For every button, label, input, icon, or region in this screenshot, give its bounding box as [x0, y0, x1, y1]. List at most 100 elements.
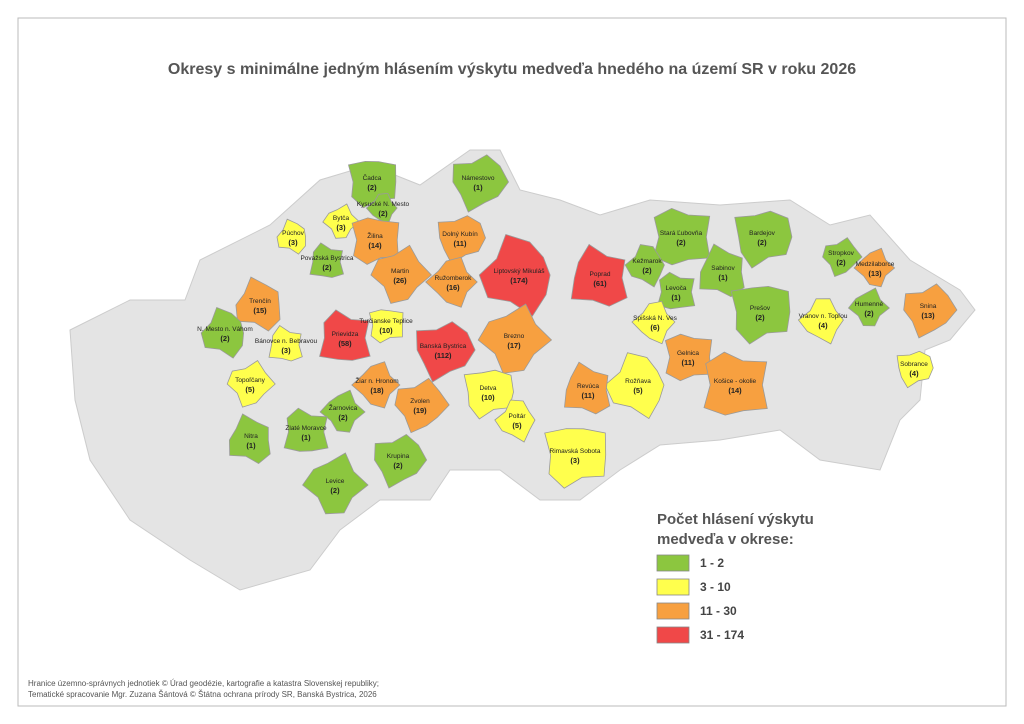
district-count: (11)	[454, 239, 467, 248]
district-area	[730, 285, 791, 345]
district-area	[847, 287, 890, 327]
district-count: (5)	[512, 421, 522, 430]
district-area	[302, 452, 369, 515]
district-count: (10)	[379, 326, 393, 335]
district-count: (1)	[473, 183, 483, 192]
district-area	[309, 242, 344, 278]
district-count: (2)	[836, 258, 846, 267]
district-area	[494, 399, 536, 443]
district-count: (5)	[245, 385, 255, 394]
district-area	[394, 377, 450, 434]
district-area	[624, 244, 665, 288]
district-name: Púchov	[282, 230, 304, 237]
district-area	[351, 361, 401, 409]
district-name: Levice	[326, 478, 345, 485]
district-count: (1)	[246, 441, 256, 450]
legend-swatch	[656, 602, 690, 620]
district-name: Humenné	[855, 301, 884, 308]
district-name: Kysucké N. Mesto	[357, 201, 410, 208]
district-area	[822, 237, 863, 278]
district-count: (18)	[370, 386, 384, 395]
district-area	[564, 361, 611, 415]
district-count: (14)	[728, 386, 742, 395]
district-area	[896, 350, 934, 389]
district-name: Zvolen	[410, 398, 430, 405]
district-name: Bánovce n. Bebravou	[255, 338, 318, 345]
district-name: Prešov	[750, 305, 771, 312]
district-name: Detva	[480, 385, 497, 392]
district-name: Medzilaborce	[856, 261, 895, 268]
district-name: Brezno	[504, 333, 525, 340]
district-name: Zlaté Moravce	[285, 425, 327, 432]
district-name: Čadca	[363, 173, 382, 182]
district-name: Kežmarok	[632, 258, 662, 265]
map-title: Okresy s minimálne jedným hlásením výsky…	[168, 61, 856, 78]
district-name: Nitra	[244, 433, 258, 440]
district-count: (2)	[676, 238, 686, 247]
district-name: Dolný Kubín	[442, 231, 478, 238]
legend-swatch	[656, 554, 690, 572]
district-area	[631, 300, 676, 345]
district-count: (61)	[593, 279, 607, 288]
district-area	[703, 351, 768, 416]
district-area	[319, 389, 366, 433]
district-count: (2)	[755, 313, 765, 322]
district-area	[734, 210, 793, 269]
district-area	[570, 243, 628, 307]
district-name: Spišská N. Ves	[633, 315, 677, 322]
district-area	[235, 276, 281, 332]
district-count: (6)	[650, 323, 660, 332]
district-count: (2)	[393, 461, 403, 470]
district-name: Ružomberok	[435, 275, 473, 282]
district-count: (19)	[413, 406, 427, 415]
legend-title: medveďa v okrese:	[657, 531, 794, 548]
district-count: (2)	[367, 183, 377, 192]
district-area	[452, 154, 509, 213]
district-area	[416, 321, 476, 383]
legend-swatch	[656, 626, 690, 644]
district-count: (3)	[570, 456, 580, 465]
legend: Počet hlásení výskytu medveďa v okrese: 1 …	[656, 511, 814, 644]
district-count: (14)	[368, 241, 382, 250]
district-area	[228, 413, 271, 464]
district-name: Krupina	[387, 453, 410, 460]
district-name: Gelnica	[677, 350, 699, 357]
legend-swatch	[656, 578, 690, 596]
district-count: (3)	[336, 223, 346, 232]
district-count: (26)	[393, 276, 407, 285]
district-count: (1)	[671, 293, 681, 302]
district-count: (4)	[909, 369, 919, 378]
district-name: Žiar n. Hronom	[355, 376, 398, 385]
district-count: (11)	[682, 358, 695, 367]
district-count: (2)	[642, 266, 652, 275]
district-area	[425, 256, 478, 308]
district-name: Topoľčany	[235, 377, 265, 384]
district-area	[437, 215, 486, 265]
district-name: Vranov n. Topľou	[799, 313, 848, 320]
footer-line: Hranice územno-správnych jednotiek © Úra…	[28, 679, 379, 688]
district-count: (2)	[757, 238, 767, 247]
district-area	[319, 309, 371, 361]
district-area	[268, 325, 303, 362]
district-name: Košice - okolie	[714, 378, 757, 385]
district-count: (5)	[633, 386, 643, 395]
district-count: (174)	[510, 276, 528, 285]
district-area	[478, 234, 551, 317]
footer-line: Tematické spracovanie Mgr. Zuzana Šántov…	[28, 690, 377, 699]
district-count: (13)	[921, 311, 935, 320]
district-name: Stará Ľubovňa	[660, 230, 703, 237]
districts: Čadca(2)Námestovo(1)Bytča(3)Kysucké N. M…	[197, 154, 958, 515]
district-count: (13)	[868, 269, 882, 278]
district-name: Sabinov	[711, 265, 735, 272]
legend-label: 1 - 2	[700, 556, 724, 570]
district-area	[322, 203, 361, 239]
district-count: (2)	[330, 486, 340, 495]
district-name: Levoča	[666, 285, 687, 292]
district-name: Revúca	[577, 383, 599, 390]
district-count: (4)	[818, 321, 828, 330]
district-count: (112)	[434, 351, 452, 360]
district-count: (3)	[288, 238, 298, 247]
district-name: Námestovo	[462, 175, 495, 182]
